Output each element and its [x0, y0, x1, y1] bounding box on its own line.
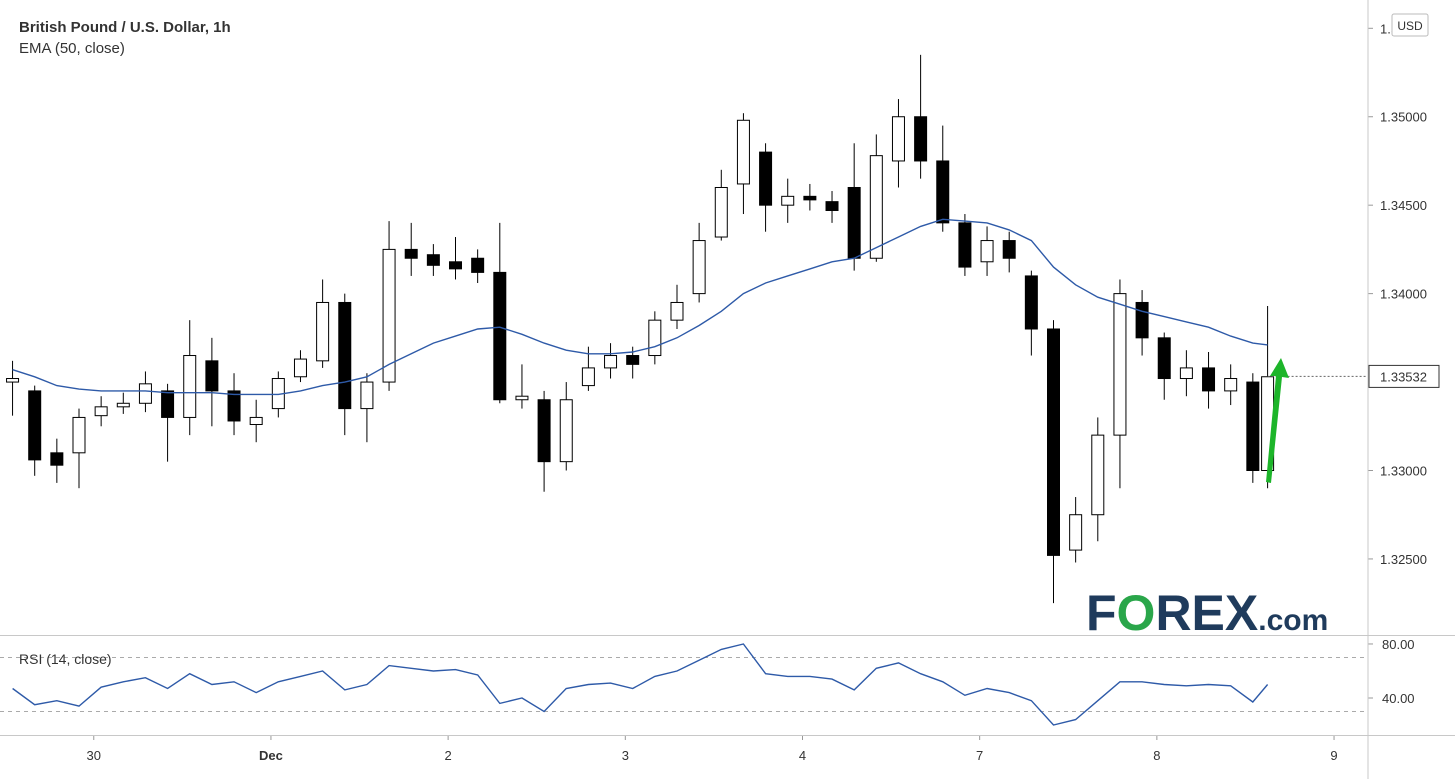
- candle-body: [980, 240, 994, 263]
- candle-body: [205, 360, 219, 392]
- candle-body: [648, 319, 662, 357]
- candle-body: [94, 406, 108, 417]
- candle-body: [1091, 434, 1105, 516]
- candle-body: [493, 271, 507, 401]
- candle-body: [449, 261, 463, 270]
- arrow: [1266, 358, 1289, 483]
- candle-body: [803, 195, 817, 201]
- rsi-tick-label: 80.00: [1382, 637, 1415, 652]
- candle-body: [404, 248, 418, 259]
- candle-body: [626, 355, 640, 365]
- x-tick-label: 7: [976, 748, 983, 763]
- candle-body: [138, 383, 152, 404]
- candle-body: [781, 195, 795, 206]
- candle-body: [249, 416, 263, 426]
- y-tick-label: 1.32500: [1380, 552, 1427, 567]
- candle-body: [1202, 367, 1216, 392]
- candle-body: [736, 119, 750, 185]
- candle-body: [936, 160, 950, 224]
- x-tick-label: Dec: [259, 748, 283, 763]
- x-tick-label: 2: [445, 748, 452, 763]
- candle-body: [537, 399, 551, 463]
- ema-label: EMA (50, close): [19, 40, 125, 57]
- candle-body: [559, 399, 573, 463]
- currency-box: [1391, 13, 1429, 37]
- logo-part: O: [1117, 585, 1156, 641]
- candle-body: [28, 390, 42, 461]
- chart-title: British Pound / U.S. Dollar, 1h: [19, 19, 231, 36]
- candle-body: [847, 186, 861, 259]
- candle-body: [692, 240, 706, 295]
- candle-body: [581, 367, 595, 387]
- candle-body: [382, 248, 396, 383]
- candle-body: [958, 222, 972, 268]
- last-price-label: 1.33532: [1380, 369, 1427, 384]
- rsi-label: RSI (14, close): [19, 651, 112, 667]
- candle-body: [604, 355, 618, 369]
- logo: FOREX.com: [1086, 585, 1328, 641]
- candle-body: [471, 257, 485, 273]
- candle-body: [1047, 328, 1061, 556]
- candle-body: [116, 402, 130, 408]
- candle-body: [338, 301, 352, 410]
- y-tick-label: 1.34500: [1380, 198, 1427, 213]
- logo-part: .com: [1258, 604, 1328, 637]
- rsi-line: [12, 643, 1269, 726]
- candle-body: [1179, 367, 1193, 380]
- candle-body: [515, 395, 529, 401]
- candle-body: [914, 116, 928, 162]
- candle-body: [825, 201, 839, 211]
- candle-body: [426, 254, 440, 266]
- candle-body: [1113, 293, 1127, 436]
- x-tick-label: 4: [799, 748, 806, 763]
- candle-body: [161, 390, 175, 418]
- candle-body: [1002, 240, 1016, 259]
- logo-part: F: [1086, 585, 1117, 641]
- candle-body: [360, 381, 374, 410]
- candle-body: [891, 116, 905, 162]
- candle-body: [670, 301, 684, 321]
- last-price-box: [1368, 364, 1440, 388]
- candle-body: [183, 355, 197, 418]
- candle-body: [1069, 514, 1083, 551]
- y-tick-label: 1.34000: [1380, 287, 1427, 302]
- currency-label: USD: [1397, 19, 1423, 33]
- candle-body: [1135, 301, 1149, 339]
- y-tick-label: 1.35000: [1380, 110, 1427, 125]
- logo-part: REX: [1155, 585, 1258, 641]
- rsi-tick-label: 40.00: [1382, 691, 1415, 706]
- candle-body: [316, 301, 330, 362]
- candle-body: [1246, 381, 1260, 472]
- candle-body: [293, 358, 307, 378]
- x-tick-label: 3: [622, 748, 629, 763]
- candle-body: [869, 155, 883, 259]
- y-tick-label: 1.33000: [1380, 464, 1427, 479]
- ema-line: [12, 218, 1268, 396]
- candle-body: [714, 186, 728, 238]
- x-tick-label: 9: [1330, 748, 1337, 763]
- candle-body: [72, 416, 86, 454]
- candle-body: [1024, 275, 1038, 330]
- candle-body: [1224, 378, 1238, 392]
- plot-layer: 1.355001.350001.345001.340001.330001.325…: [0, 21, 1440, 763]
- x-tick-label: 30: [87, 748, 101, 763]
- candle-body: [1157, 337, 1171, 380]
- x-tick-label: 8: [1153, 748, 1160, 763]
- candle-body: [50, 452, 64, 466]
- candle-body: [759, 151, 773, 206]
- candle-body: [227, 390, 241, 422]
- candle-body: [6, 378, 20, 383]
